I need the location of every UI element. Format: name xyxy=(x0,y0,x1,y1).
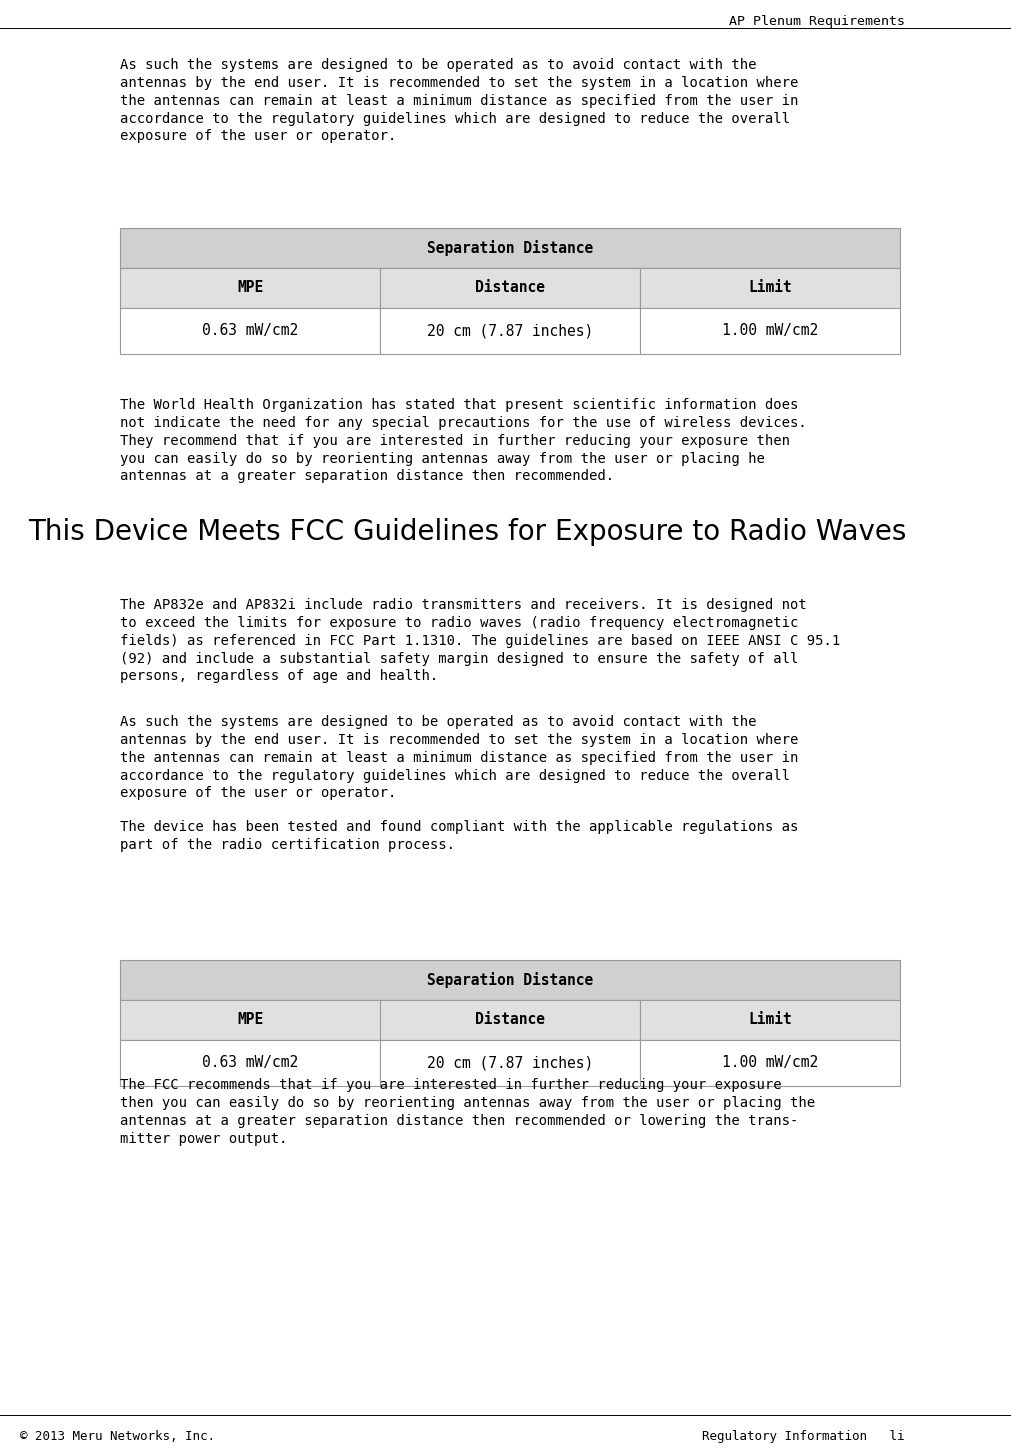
Text: 0.63 mW/cm2: 0.63 mW/cm2 xyxy=(202,324,298,338)
Text: 20 cm (7.87 inches): 20 cm (7.87 inches) xyxy=(427,1056,593,1070)
Bar xyxy=(380,269,640,308)
Text: This Device Meets FCC Guidelines for Exposure to Radio Waves: This Device Meets FCC Guidelines for Exp… xyxy=(28,518,907,546)
Bar xyxy=(380,1000,640,1040)
Text: Distance: Distance xyxy=(475,1012,545,1028)
Text: 0.63 mW/cm2: 0.63 mW/cm2 xyxy=(202,1056,298,1070)
Text: Distance: Distance xyxy=(475,280,545,296)
Text: AP Plenum Requirements: AP Plenum Requirements xyxy=(729,15,905,28)
Text: The World Health Organization has stated that present scientific information doe: The World Health Organization has stated… xyxy=(120,398,807,484)
Text: © 2013 Meru Networks, Inc.: © 2013 Meru Networks, Inc. xyxy=(20,1430,215,1443)
Text: 20 cm (7.87 inches): 20 cm (7.87 inches) xyxy=(427,324,593,338)
Bar xyxy=(120,269,380,308)
Text: MPE: MPE xyxy=(237,280,263,296)
Bar xyxy=(380,1040,640,1086)
Text: Separation Distance: Separation Distance xyxy=(427,971,593,987)
Text: Regulatory Information   li: Regulatory Information li xyxy=(703,1430,905,1443)
Bar xyxy=(640,308,900,354)
Bar xyxy=(640,1000,900,1040)
Bar xyxy=(380,308,640,354)
Text: Limit: Limit xyxy=(748,280,792,296)
Text: 1.00 mW/cm2: 1.00 mW/cm2 xyxy=(722,1056,818,1070)
Text: MPE: MPE xyxy=(237,1012,263,1028)
Text: The AP832e and AP832i include radio transmitters and receivers. It is designed n: The AP832e and AP832i include radio tran… xyxy=(120,598,840,684)
Bar xyxy=(120,1040,380,1086)
Text: The device has been tested and found compliant with the applicable regulations a: The device has been tested and found com… xyxy=(120,820,799,852)
Text: The FCC recommends that if you are interested in further reducing your exposure
: The FCC recommends that if you are inter… xyxy=(120,1077,815,1146)
Bar xyxy=(120,308,380,354)
Bar xyxy=(640,269,900,308)
Text: Separation Distance: Separation Distance xyxy=(427,240,593,256)
Text: As such the systems are designed to be operated as to avoid contact with the
ant: As such the systems are designed to be o… xyxy=(120,58,799,144)
Bar xyxy=(120,1000,380,1040)
Text: 1.00 mW/cm2: 1.00 mW/cm2 xyxy=(722,324,818,338)
Bar xyxy=(120,960,900,1000)
Text: As such the systems are designed to be operated as to avoid contact with the
ant: As such the systems are designed to be o… xyxy=(120,714,799,800)
Text: Limit: Limit xyxy=(748,1012,792,1028)
Bar xyxy=(120,228,900,269)
Bar xyxy=(640,1040,900,1086)
